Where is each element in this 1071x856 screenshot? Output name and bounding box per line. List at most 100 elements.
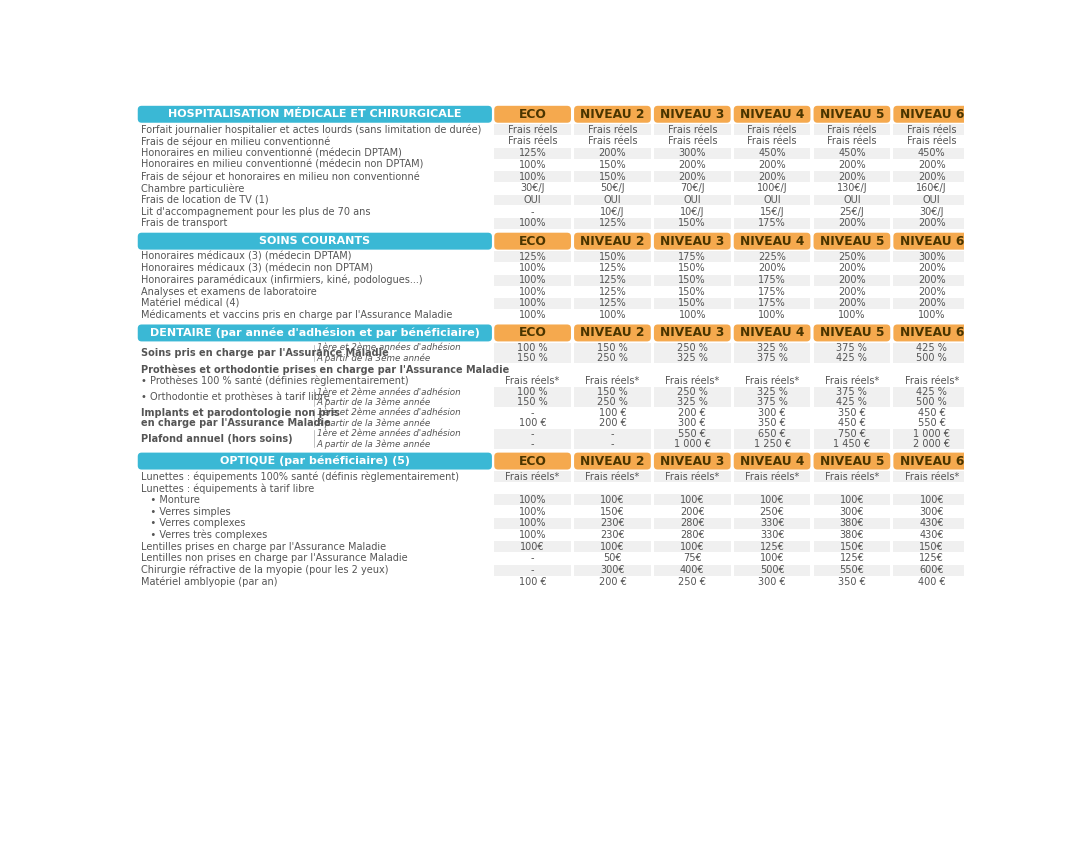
Text: OUI: OUI [683,195,702,205]
Text: 200%: 200% [839,287,865,297]
Bar [494,518,571,529]
Text: NIVEAU 4: NIVEAU 4 [740,108,804,121]
Text: 100€: 100€ [920,495,944,505]
FancyBboxPatch shape [734,106,811,122]
Bar [574,553,651,564]
Text: 430€: 430€ [920,519,944,528]
Bar [734,298,811,309]
Bar [734,124,811,135]
Text: NIVEAU 3: NIVEAU 3 [660,108,724,121]
Bar [654,429,730,449]
Bar [654,183,730,193]
Bar [814,343,890,363]
Text: 450%: 450% [918,148,946,158]
Bar [494,218,571,229]
Bar [893,495,970,505]
Text: Matériel amblyopie (par an): Matériel amblyopie (par an) [141,577,277,587]
Text: 375 %: 375 % [836,387,868,397]
FancyBboxPatch shape [814,453,890,470]
FancyBboxPatch shape [138,106,492,122]
Text: 400€: 400€ [680,565,705,575]
Text: 100€: 100€ [521,542,545,552]
Text: 350 €: 350 € [838,408,865,418]
Text: Lentilles prises en charge par l'Assurance Maladie: Lentilles prises en charge par l'Assuran… [141,542,386,552]
Text: 650 €: 650 € [758,429,786,439]
Text: 100€: 100€ [600,495,624,505]
Text: • Verres complexes: • Verres complexes [141,519,245,528]
Text: 150%: 150% [678,275,706,285]
Bar [814,541,890,552]
Bar [734,275,811,286]
Bar [654,506,730,517]
FancyBboxPatch shape [138,233,492,250]
Bar [654,343,730,363]
Text: 300 €: 300 € [758,577,786,587]
Text: 250 %: 250 % [597,353,628,363]
Text: 1 450 €: 1 450 € [833,439,871,449]
Bar [893,159,970,170]
Bar [814,124,890,135]
FancyBboxPatch shape [574,324,651,342]
Text: 100%: 100% [518,218,546,229]
Bar [654,275,730,286]
Text: 200 €: 200 € [599,418,627,428]
Bar [893,263,970,274]
FancyBboxPatch shape [138,453,492,470]
Text: A partir de la 3ème année: A partir de la 3ème année [317,397,431,407]
Bar [574,275,651,286]
Bar [893,518,970,529]
Text: 280€: 280€ [680,519,705,528]
Bar [734,286,811,297]
Text: 30€/J: 30€/J [521,183,545,193]
Bar [893,275,970,286]
Text: 150%: 150% [678,299,706,308]
FancyBboxPatch shape [138,324,492,342]
Bar [654,159,730,170]
Text: -: - [531,439,534,449]
Bar [814,408,890,428]
Text: 70€/J: 70€/J [680,183,705,193]
Bar [814,310,890,321]
Text: 175%: 175% [758,299,786,308]
Bar [654,471,730,482]
Text: 100€: 100€ [600,542,624,552]
Bar [734,171,811,182]
Text: Frais réels*: Frais réels* [905,472,959,482]
Text: Frais réels*: Frais réels* [745,376,799,386]
Bar [574,124,651,135]
Text: 100 €: 100 € [518,418,546,428]
Bar [574,429,651,449]
Text: 100 €: 100 € [599,408,627,418]
Text: 150€: 150€ [840,542,864,552]
Bar [494,286,571,297]
Bar [734,343,811,363]
Text: Lit d'accompagnement pour les plus de 70 ans: Lit d'accompagnement pour les plus de 70… [141,206,371,217]
Text: Médicaments et vaccins pris en charge par l'Assurance Maladie: Médicaments et vaccins pris en charge pa… [141,310,452,320]
Bar [893,576,970,587]
Text: 125€: 125€ [759,542,784,552]
Text: 150 %: 150 % [597,343,628,353]
Text: Frais réels*: Frais réels* [586,472,639,482]
Text: 350 €: 350 € [838,577,865,587]
Bar [893,218,970,229]
Text: Honoraires en milieu conventionné (médecin DPTAM): Honoraires en milieu conventionné (médec… [141,148,402,158]
Text: 100 €: 100 € [518,577,546,587]
Text: 100%: 100% [599,310,627,320]
Text: Forfait journalier hospitalier et actes lourds (sans limitation de durée): Forfait journalier hospitalier et actes … [141,124,481,135]
Text: 100%: 100% [839,310,865,320]
Text: 250€: 250€ [759,507,784,517]
Text: Frais réels: Frais réels [907,125,956,134]
Bar [574,565,651,575]
Text: 150%: 150% [678,264,706,273]
Text: OUI: OUI [764,195,781,205]
Bar [574,518,651,529]
Bar [734,506,811,517]
Bar [574,298,651,309]
Text: 230€: 230€ [600,530,624,540]
Bar [494,408,571,428]
Text: DENTAIRE (par année d'adhésion et par bénéficiaire): DENTAIRE (par année d'adhésion et par bé… [150,328,480,338]
Bar [734,148,811,158]
Text: 200%: 200% [918,218,946,229]
Text: -: - [531,408,534,418]
Bar [893,429,970,449]
